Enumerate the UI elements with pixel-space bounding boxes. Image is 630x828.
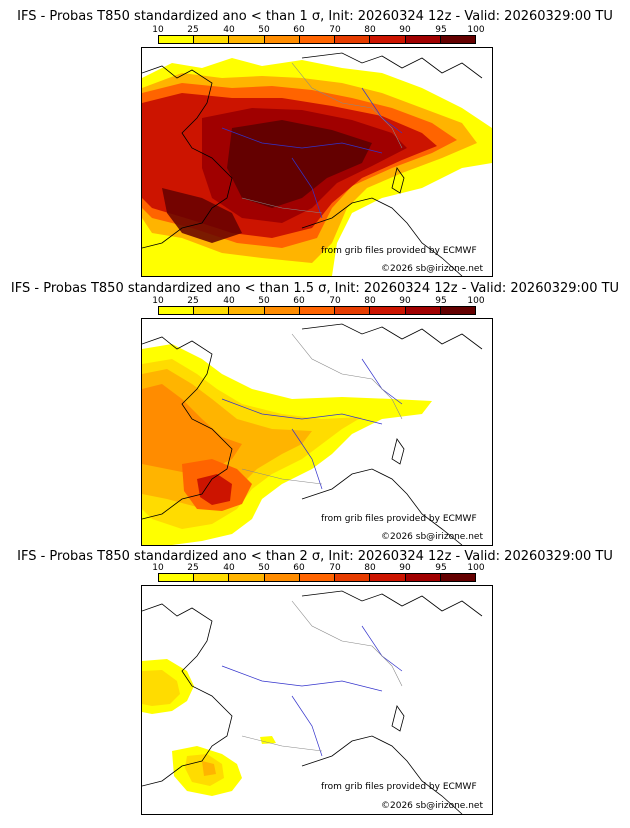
colorbar [158, 35, 476, 44]
credit-ecmwf: from grib files provided by ECMWF [321, 782, 477, 792]
colorbar-tick: 60 [293, 25, 305, 35]
colorbar-swatch [335, 307, 371, 314]
colorbar-swatch [335, 574, 371, 581]
colorbar-tick: 80 [364, 563, 376, 573]
credit-copyright: ©2026 sb@irizone.net [381, 801, 483, 811]
colorbar-swatch [299, 307, 336, 314]
colorbar-tick: 25 [187, 563, 199, 573]
panel-title: IFS - Probas T850 standardized ano < tha… [10, 281, 620, 296]
panel-title: IFS - Probas T850 standardized ano < tha… [17, 9, 613, 24]
colorbar-tick: 50 [258, 296, 270, 306]
colorbar-tick: 90 [399, 25, 411, 35]
colorbar-swatch [405, 574, 441, 581]
colorbar-tick: 60 [293, 563, 305, 573]
colorbar-tick: 80 [364, 296, 376, 306]
colorbar-tick: 100 [467, 25, 485, 35]
colorbar-tick: 90 [399, 296, 411, 306]
colorbar-swatch [370, 36, 406, 43]
colorbar-tick: 95 [435, 563, 447, 573]
colorbar-tick: 70 [329, 296, 341, 306]
colorbar-tick: 25 [187, 25, 199, 35]
panel-1: IFS - Probas T850 standardized ano < tha… [0, 0, 630, 277]
probability-map [141, 585, 493, 815]
colorbar-swatch [194, 36, 230, 43]
colorbar-swatch [370, 307, 406, 314]
colorbar-swatch [229, 36, 265, 43]
colorbar-swatch [264, 574, 300, 581]
colorbar-labels: 10 25 40 50 60 70 80 90 95 100 [152, 563, 484, 573]
credit-copyright: ©2026 sb@irizone.net [381, 264, 483, 274]
colorbar-swatch [440, 36, 475, 43]
colorbar-labels: 10 25 40 50 60 70 80 90 95 100 [152, 296, 484, 306]
colorbar-tick: 10 [152, 25, 164, 35]
panel-3: IFS - Probas T850 standardized ano < tha… [0, 546, 630, 828]
colorbar-tick: 100 [467, 296, 485, 306]
colorbar-swatch [229, 574, 265, 581]
colorbar-tick: 40 [223, 25, 235, 35]
credit-ecmwf: from grib files provided by ECMWF [321, 514, 477, 524]
colorbar-swatch [405, 36, 441, 43]
colorbar-swatch [405, 307, 441, 314]
colorbar-swatch [194, 307, 230, 314]
colorbar-swatch [440, 307, 475, 314]
panel-title: IFS - Probas T850 standardized ano < tha… [17, 549, 613, 564]
colorbar-swatch [299, 574, 336, 581]
colorbar-tick: 10 [152, 296, 164, 306]
colorbar-labels: 10 25 40 50 60 70 80 90 95 100 [152, 25, 484, 35]
colorbar-tick: 90 [399, 563, 411, 573]
probability-map [141, 47, 493, 277]
credit-copyright: ©2026 sb@irizone.net [381, 532, 483, 542]
colorbar-tick: 95 [435, 296, 447, 306]
colorbar-swatch [194, 574, 230, 581]
colorbar-tick: 50 [258, 25, 270, 35]
colorbar-tick: 100 [467, 563, 485, 573]
colorbar-tick: 70 [329, 25, 341, 35]
colorbar [158, 573, 476, 582]
colorbar-tick: 70 [329, 563, 341, 573]
colorbar-tick: 95 [435, 25, 447, 35]
probability-map [141, 318, 493, 546]
colorbar-tick: 40 [223, 296, 235, 306]
colorbar-swatch [440, 574, 475, 581]
panel-2: IFS - Probas T850 standardized ano < tha… [0, 276, 630, 546]
colorbar [158, 306, 476, 315]
colorbar-tick: 50 [258, 563, 270, 573]
colorbar-tick: 60 [293, 296, 305, 306]
colorbar-tick: 80 [364, 25, 376, 35]
colorbar-swatch [264, 307, 300, 314]
colorbar-swatch [370, 574, 406, 581]
colorbar-swatch [264, 36, 300, 43]
colorbar-swatch [159, 36, 195, 43]
colorbar-swatch [335, 36, 371, 43]
colorbar-swatch [229, 307, 265, 314]
colorbar-tick: 10 [152, 563, 164, 573]
colorbar-tick: 40 [223, 563, 235, 573]
colorbar-swatch [299, 36, 336, 43]
colorbar-swatch [159, 307, 195, 314]
colorbar-tick: 25 [187, 296, 199, 306]
colorbar-swatch [159, 574, 195, 581]
credit-ecmwf: from grib files provided by ECMWF [321, 246, 477, 256]
